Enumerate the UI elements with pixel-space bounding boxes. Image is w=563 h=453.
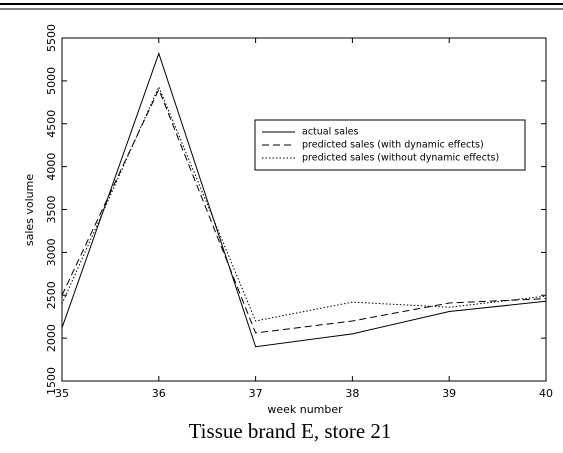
legend-label: predicted sales (with dynamic effects)	[302, 140, 484, 151]
caption: Tissue brand E, store 21	[189, 419, 392, 443]
legend-box	[254, 119, 526, 171]
y-tick-label: 5500	[45, 24, 58, 52]
y-tick-label: 3000	[45, 238, 58, 266]
x-axis-label: week number	[267, 403, 343, 416]
y-tick-label: 2000	[45, 324, 58, 352]
x-tick-label: 39	[442, 387, 456, 400]
series-line	[61, 85, 547, 322]
x-tick-label: 37	[249, 387, 263, 400]
x-tick-label: 36	[152, 387, 166, 400]
legend-label: predicted sales (without dynamic effects…	[302, 153, 499, 164]
plot-frame	[61, 37, 547, 382]
y-tick-label: 1500	[45, 367, 58, 395]
x-tick-label: 38	[345, 387, 359, 400]
y-tick-label: 2500	[45, 281, 58, 309]
legend-label: actual sales	[302, 127, 359, 138]
x-tick-label: 40	[539, 387, 553, 400]
y-tick-label: 4500	[45, 110, 58, 138]
series-line	[61, 51, 547, 348]
y-axis-label: sales volume	[23, 174, 36, 247]
x-tick-label: 35	[55, 387, 69, 400]
y-tick-label: 3500	[45, 196, 58, 224]
y-tick-label: 4000	[45, 153, 58, 181]
y-tick-label: 5000	[45, 67, 58, 95]
